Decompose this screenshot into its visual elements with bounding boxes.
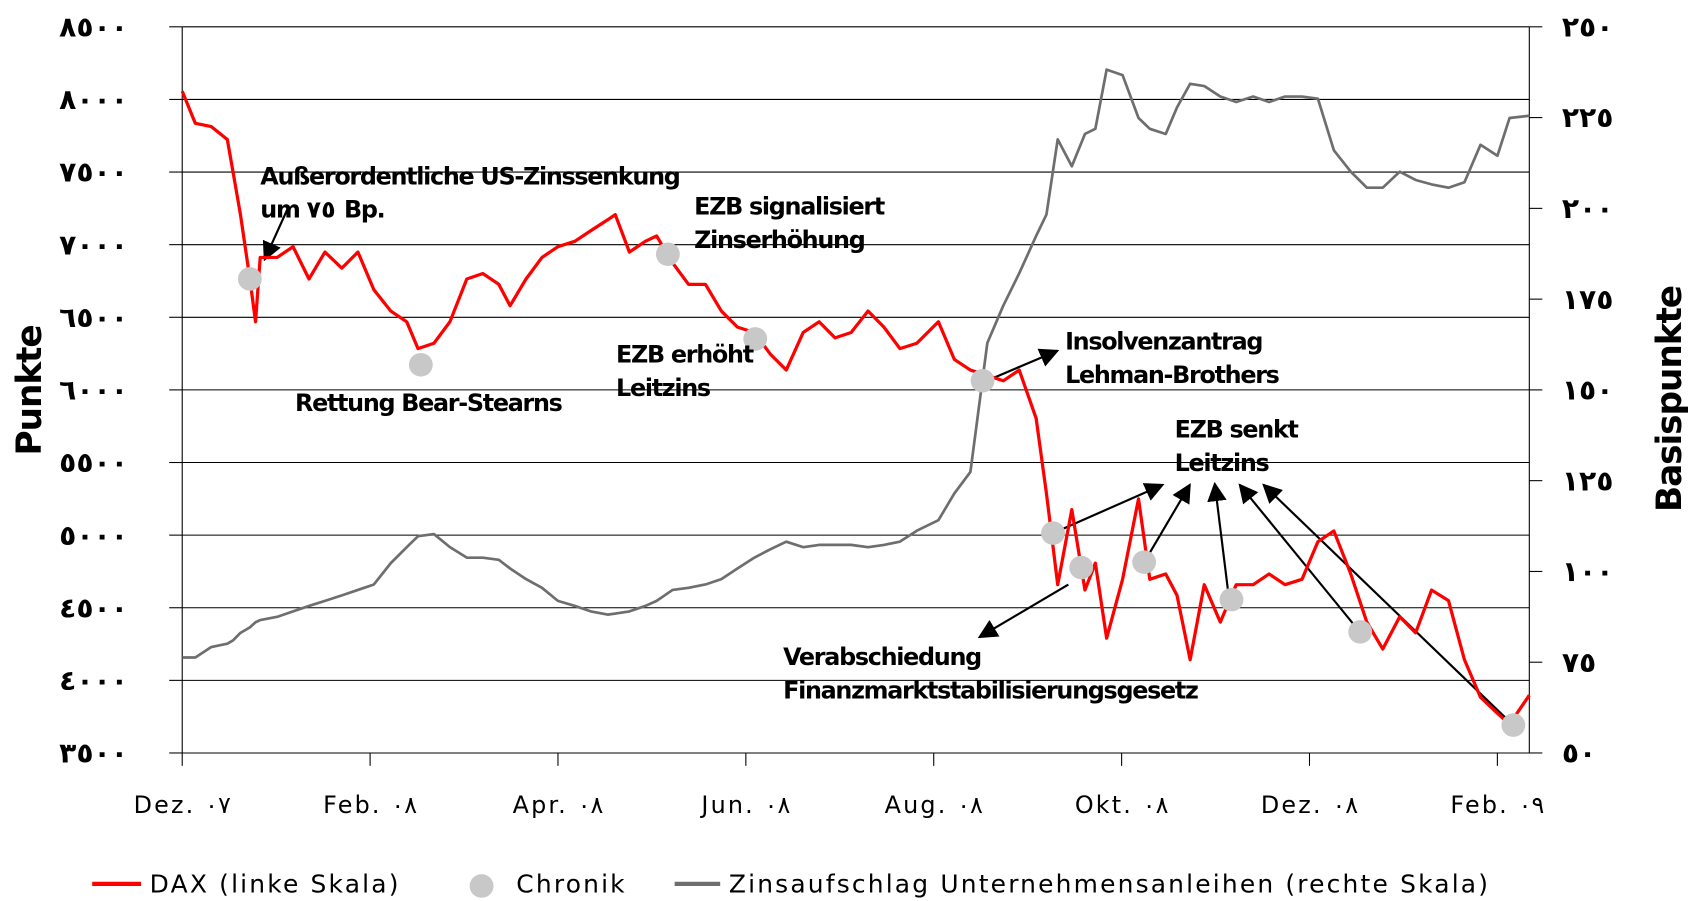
y2-tick-label: ١٢٥ <box>1562 464 1614 497</box>
arrow <box>1052 483 1165 535</box>
annotation: um ٧٥ Bp. <box>260 196 384 224</box>
y2-axis-label: Basispunkte <box>1650 286 1690 512</box>
arrow <box>977 583 1069 639</box>
chronik-point <box>408 352 433 377</box>
x-tick-label: Apr. ٠٨ <box>513 791 604 819</box>
plot <box>180 68 1531 737</box>
y2-tick-label: ٢٥٠ <box>1562 11 1614 44</box>
chronik-point <box>655 242 680 267</box>
annotation: Leitzins <box>1175 449 1269 477</box>
y-tick-label: ٨٠٠٠ <box>59 83 128 116</box>
chronik-point <box>1041 521 1065 545</box>
annotation: Verabschiedung <box>783 643 981 671</box>
chronik-point <box>1069 555 1094 580</box>
x-tick-label: Dez. ٠٨ <box>1261 791 1358 819</box>
arrow <box>1143 483 1191 563</box>
arrow <box>1262 483 1512 724</box>
y2-tick-label: ٧٥ <box>1562 646 1596 679</box>
y-tick-label: ٥٥٠٠ <box>59 446 128 479</box>
arrow <box>1238 483 1359 631</box>
annotation: EZB signalisiert <box>694 193 885 221</box>
y-tick-label: ٤٥٠٠ <box>59 592 128 625</box>
annotation: Insolvenzantrag <box>1065 328 1262 356</box>
chronik-point <box>1501 713 1526 737</box>
annotation: Außerordentliche US-Zinssenkung <box>260 163 679 191</box>
chronik-point <box>237 267 262 291</box>
line <box>182 68 1530 659</box>
y2-tick-label: ١٧٥ <box>1562 283 1614 316</box>
annotation-arrows <box>262 208 1512 724</box>
annotation: EZB senkt <box>1175 416 1299 444</box>
arrow <box>988 348 1060 381</box>
y2-tick-label: ١٥٠ <box>1562 374 1614 407</box>
arrow <box>262 208 289 262</box>
x-tick-label: Feb. ٠٨ <box>323 791 417 819</box>
x-tick-label: Jun. ٠٨ <box>699 791 790 819</box>
grid: ٣٥٠٠ ٤٠٠٠ ٤٥٠٠ ٥٠٠٠ ٥٥٠٠ ٦٠٠٠ ٦٥٠٠ ٧٠٠٠ ٧٥٠٠ ٨٠٠٠… <box>59 11 1613 819</box>
x-tick-label: Dez. ٠٧ <box>134 791 231 819</box>
chronik-point <box>1348 620 1373 644</box>
annotation: Zinserhöhung <box>694 226 864 254</box>
legend-swatch <box>469 874 494 898</box>
x-tick-label: Feb. ٠٩ <box>1450 791 1544 819</box>
annotation: Lehman-Brothers <box>1065 361 1279 389</box>
y-tick-label: ٦٥٠٠ <box>59 301 128 334</box>
annotations: Außerordentliche US-Zinssenkung um ٧٥ Bp.… <box>260 163 1300 705</box>
y2-tick-label: ١٠٠ <box>1562 555 1614 588</box>
y-tick-label: ٦٠٠٠ <box>59 374 128 407</box>
chronik-point <box>1132 550 1157 574</box>
y2-tick-label: ٢٢٥ <box>1562 101 1614 134</box>
y-tick-label: ٧٥٠٠ <box>59 156 128 189</box>
legend: DAX (linke Skala) Chronik Zinsaufschlag … <box>92 870 1490 899</box>
x-tick-label: Aug. ٠٨ <box>885 791 983 819</box>
y2-tick-label: ٥٠ <box>1562 737 1596 770</box>
chronik-point <box>743 327 768 351</box>
chronik-point <box>1219 587 1244 612</box>
annotation: Finanzmarktstabilisierungsgesetz <box>783 676 1198 704</box>
annotation: EZB erhöht <box>616 341 754 369</box>
y-tick-label: ٧٠٠٠ <box>59 228 128 261</box>
y-tick-label: ٤٠٠٠ <box>59 664 128 697</box>
y2-tick-label: ٢٠٠ <box>1562 192 1614 225</box>
annotation: Rettung Bear-Stearns <box>295 389 562 417</box>
y-tick-label: ٨٥٠٠ <box>59 11 128 44</box>
legend-label: Chronik <box>516 870 627 899</box>
legend-label: Zinsaufschlag Unternehmensanleihen (rech… <box>729 870 1490 899</box>
chronik-point <box>970 368 995 393</box>
line <box>180 90 1531 726</box>
y-tick-label: ٥٠٠٠ <box>59 519 128 552</box>
y-tick-label: ٣٥٠٠ <box>59 737 128 770</box>
arrow <box>1207 481 1230 598</box>
y-axis-label: Punkte <box>10 325 50 455</box>
annotation: Leitzins <box>616 374 710 402</box>
x-tick-label: Okt. ٠٨ <box>1075 791 1169 819</box>
legend-label: DAX (linke Skala) <box>150 870 401 899</box>
